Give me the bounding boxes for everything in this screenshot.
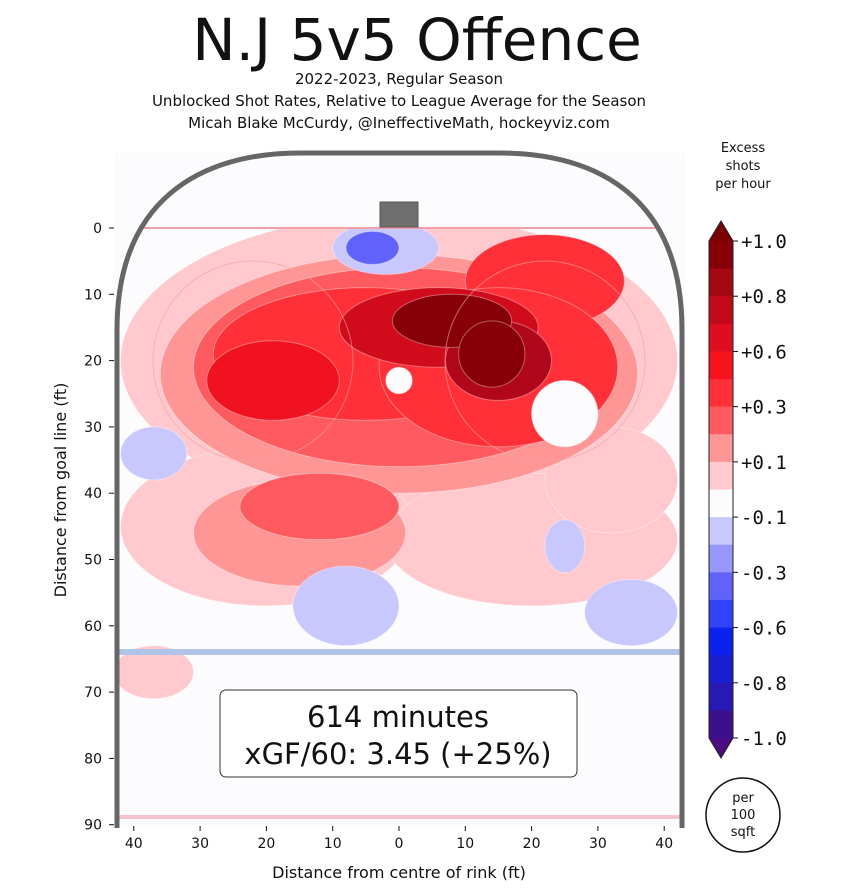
colorbar-title: Excess xyxy=(721,141,766,156)
x-tick-label: 0 xyxy=(395,836,404,852)
heatmap-region xyxy=(345,230,400,265)
x-tick-label: 40 xyxy=(125,836,143,852)
x-tick-label: 40 xyxy=(655,836,673,852)
colorbar-band xyxy=(709,655,733,684)
heatmap-regions xyxy=(117,228,678,700)
colorbar-title: per hour xyxy=(715,177,771,192)
heatmap-region xyxy=(120,426,188,481)
colorbar-band xyxy=(709,627,733,656)
colorbar-bottom-extend xyxy=(709,738,733,758)
colorbar-tick-label: +1.0 xyxy=(741,231,787,253)
colorbar-band xyxy=(709,710,733,739)
rink-boards xyxy=(114,150,685,828)
colorbar-band xyxy=(709,572,733,601)
colorbar-band xyxy=(709,434,733,463)
x-tick-label: 10 xyxy=(456,836,474,852)
minutes-label: 614 minutes xyxy=(307,700,489,734)
y-tick-label: 90 xyxy=(84,818,102,834)
faceoff-circle-left xyxy=(152,260,354,462)
heatmap-region xyxy=(292,565,400,647)
colorbar-tick-label: -0.8 xyxy=(741,673,787,695)
colorbar-band xyxy=(709,351,733,380)
heatmap-region xyxy=(544,519,586,574)
y-tick-label: 10 xyxy=(84,287,102,303)
colorbar-band xyxy=(709,268,733,297)
heatmap-region xyxy=(458,320,526,388)
heatmap-region xyxy=(584,578,678,647)
colorbar-band xyxy=(709,461,733,490)
unit-badge xyxy=(705,777,781,853)
colorbar-band xyxy=(709,241,733,270)
y-axis: 0 10 20 30 40 50 60 70 80 90 xyxy=(84,221,114,834)
x-axis: 40 30 20 10 0 10 20 30 40 xyxy=(125,826,673,852)
heatmap-region xyxy=(531,379,599,448)
x-tick-label: 20 xyxy=(257,836,275,852)
colorbar: +1.0 +0.8 +0.6 +0.3 +0.1 -0.1 -0.3 -0.6 -0.8 -1.0 xyxy=(708,220,787,759)
colorbar-band xyxy=(709,323,733,352)
unit-badge-text: sqft xyxy=(731,825,755,840)
colorbar-tick-label: +0.1 xyxy=(741,452,787,474)
unit-badge-text: per xyxy=(732,791,754,806)
colorbar-tick-label: -0.6 xyxy=(741,618,787,640)
x-tick-label: 10 xyxy=(324,836,342,852)
subtitle-line: 2022-2023, Regular Season xyxy=(295,70,503,88)
colorbar-title: shots xyxy=(726,159,761,174)
y-tick-label: 70 xyxy=(84,685,102,701)
colorbar-tick-label: +0.8 xyxy=(741,286,787,308)
faceoff-circle-right xyxy=(444,260,646,462)
heatmap-region xyxy=(385,366,413,395)
summary-box xyxy=(219,689,578,778)
subtitle-line: Micah Blake McCurdy, @IneffectiveMath, h… xyxy=(188,114,610,132)
colorbar-band xyxy=(709,489,733,518)
colorbar-top-extend xyxy=(709,221,733,241)
colorbar-tick-label: -0.3 xyxy=(741,562,787,584)
y-tick-label: 80 xyxy=(84,751,102,767)
colorbar-tick-label: +0.6 xyxy=(741,341,787,363)
colorbar-tick-label: +0.3 xyxy=(741,397,787,419)
colorbar-tick-label: -1.0 xyxy=(741,728,787,750)
x-tick-label: 30 xyxy=(589,836,607,852)
chart-title: N.J 5v5 Offence xyxy=(192,6,642,74)
colorbar-band xyxy=(709,599,733,629)
colorbar-tick-label: -0.1 xyxy=(741,507,787,529)
subtitle-line: Unblocked Shot Rates, Relative to League… xyxy=(152,92,646,110)
heatmap-region xyxy=(239,472,400,541)
colorbar-band xyxy=(709,296,733,325)
y-tick-label: 40 xyxy=(84,486,102,502)
y-tick-label: 60 xyxy=(84,619,102,635)
y-tick-label: 0 xyxy=(93,221,102,237)
colorbar-band xyxy=(709,544,733,573)
x-tick-label: 20 xyxy=(523,836,541,852)
goal-net xyxy=(379,201,419,228)
xgf-label: xGF/60: 3.45 (+25%) xyxy=(244,737,551,771)
y-tick-label: 50 xyxy=(84,553,102,569)
colorbar-band xyxy=(709,517,733,546)
y-tick-label: 20 xyxy=(84,354,102,370)
x-axis-label: Distance from centre of rink (ft) xyxy=(272,863,526,882)
colorbar-band xyxy=(709,379,733,408)
heatmap-region xyxy=(117,645,194,700)
colorbar-band xyxy=(709,682,733,711)
unit-badge-text: 100 xyxy=(731,808,756,823)
heatmap-region xyxy=(206,340,340,421)
x-tick-label: 30 xyxy=(191,836,209,852)
y-axis-label: Distance from goal line (ft) xyxy=(51,383,70,598)
y-tick-label: 30 xyxy=(84,420,102,436)
colorbar-band xyxy=(709,406,733,435)
